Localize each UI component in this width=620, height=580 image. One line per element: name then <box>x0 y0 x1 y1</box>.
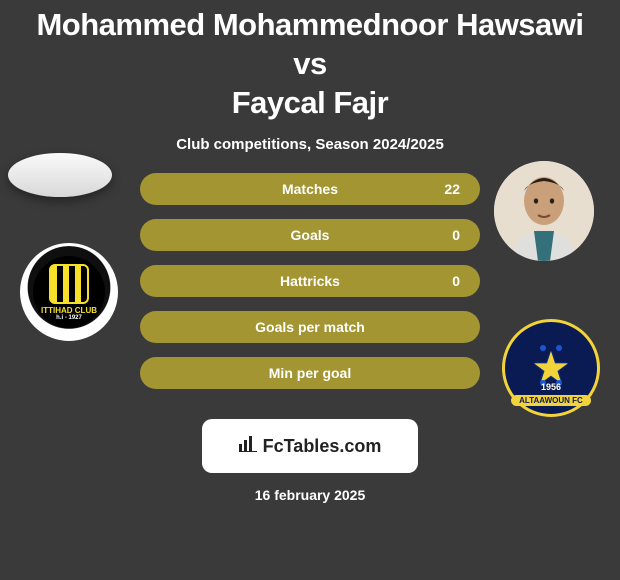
club-left-label: ITTIHAD CLUB <box>41 306 97 315</box>
club-left-inner: ITTIHAD CLUB h.i - 1927 <box>33 256 105 328</box>
club-left-badge: ITTIHAD CLUB h.i - 1927 <box>20 243 118 341</box>
stat-label: Matches <box>282 181 338 197</box>
source-site: FcTables.com <box>263 436 382 457</box>
title-line-1: Mohammed Mohammednoor Hawsawi vs <box>36 7 583 81</box>
stat-bar: Goals per match <box>140 311 480 343</box>
stat-value-right: 22 <box>444 181 460 197</box>
source-badge: FcTables.com <box>202 419 418 473</box>
shield-icon <box>49 264 89 304</box>
title-line-2: Faycal Fajr <box>232 85 388 120</box>
club-right-label: ALTAAWOUN FC <box>511 395 591 406</box>
comparison-title: Mohammed Mohammednoor Hawsawi vs Faycal … <box>0 0 620 126</box>
stat-value-right: 0 <box>452 273 460 289</box>
season-subtitle: Club competitions, Season 2024/2025 <box>0 136 620 153</box>
stat-bar: Goals 0 <box>140 219 480 251</box>
club-right-year: 1956 <box>541 382 561 392</box>
stat-label: Hattricks <box>280 273 340 289</box>
stat-bar: Min per goal <box>140 357 480 389</box>
comparison-panel: ITTIHAD CLUB h.i - 1927 ★ 1956 ALTAAWOUN… <box>0 173 620 413</box>
stat-label: Goals <box>291 227 330 243</box>
stat-value-right: 0 <box>452 227 460 243</box>
stat-bar: Matches 22 <box>140 173 480 205</box>
club-left-sub: h.i - 1927 <box>56 315 82 321</box>
club-right-badge: ★ 1956 ALTAAWOUN FC <box>502 319 600 417</box>
stat-label: Min per goal <box>269 365 351 381</box>
player-left-avatar <box>8 153 112 197</box>
snapshot-date: 16 february 2025 <box>0 487 620 503</box>
stat-label: Goals per match <box>255 319 365 335</box>
bar-chart-icon <box>239 436 257 457</box>
stat-bar: Hattricks 0 <box>140 265 480 297</box>
person-icon <box>494 161 594 261</box>
stat-bars: Matches 22 Goals 0 Hattricks 0 Goals per match… <box>140 173 480 403</box>
player-right-avatar <box>494 161 594 261</box>
